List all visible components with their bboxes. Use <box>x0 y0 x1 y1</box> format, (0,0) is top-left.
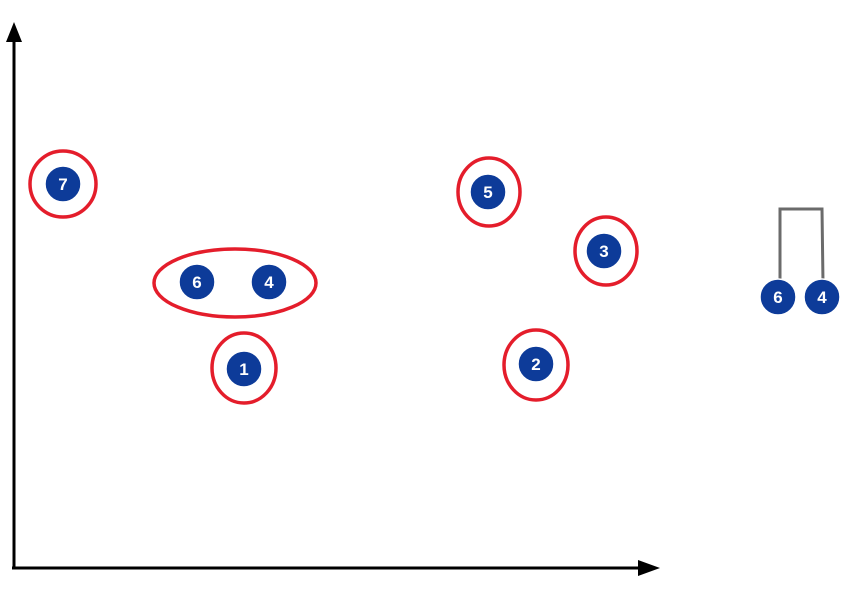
dendrogram-link <box>778 207 825 284</box>
cluster-ring-1 <box>210 331 278 405</box>
point-4: 4 <box>250 263 288 301</box>
point-label: 7 <box>58 175 67 194</box>
cluster-ring-7 <box>28 149 98 219</box>
point-label: 6 <box>192 273 201 292</box>
point-3: 3 <box>585 232 623 270</box>
leaf-label: 4 <box>817 288 827 307</box>
cluster-ring-5 <box>456 156 522 228</box>
x-axis-arrowhead <box>638 560 660 576</box>
point-2: 2 <box>517 345 555 383</box>
point-1: 1 <box>225 350 263 388</box>
cluster-ring-6-4 <box>152 247 318 319</box>
point-label: 5 <box>483 183 492 202</box>
dendrogram-leaf-6: 6 <box>759 278 797 316</box>
cluster-ring-2 <box>502 328 570 402</box>
point-6: 6 <box>178 263 216 301</box>
leaf-label: 6 <box>773 288 782 307</box>
cluster-ring-3 <box>573 215 639 287</box>
point-label: 4 <box>264 273 274 292</box>
point-label: 2 <box>531 355 540 374</box>
point-5: 5 <box>469 173 507 211</box>
point-label: 3 <box>599 242 608 261</box>
point-7: 7 <box>44 165 82 203</box>
point-label: 1 <box>239 360 248 379</box>
y-axis-arrowhead <box>6 22 22 42</box>
dendrogram-leaf-4: 4 <box>803 278 841 316</box>
